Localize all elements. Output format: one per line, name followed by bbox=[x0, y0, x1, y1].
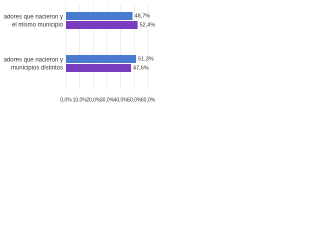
chart: 0,0% 10,0% 20,0% 30,0% 40,0% 50,0% 60,0% adores… bbox=[4, 4, 156, 103]
y-tick-label: el mismo municipio bbox=[12, 23, 64, 29]
y-tick-label: municipios distintos bbox=[11, 66, 63, 72]
bar bbox=[66, 55, 137, 63]
x-tick-label: 0,0% bbox=[60, 97, 72, 103]
y-tick-label: adores que nacieron y bbox=[4, 15, 63, 21]
value-label: 48,7% bbox=[135, 13, 151, 19]
x-tick-label: 40,0% bbox=[114, 97, 129, 103]
x-tick-label: 20,0% bbox=[86, 97, 101, 103]
y-tick-label: adores que nacieron y bbox=[4, 58, 63, 64]
x-tick-label: 10,0% bbox=[73, 97, 88, 103]
x-tick-label: 50,0% bbox=[127, 97, 142, 103]
bar bbox=[66, 21, 138, 29]
x-tick-label: 30,0% bbox=[100, 97, 115, 103]
value-label: 52,4% bbox=[140, 22, 156, 28]
value-label: 47,6% bbox=[133, 65, 149, 71]
value-label: 51,3% bbox=[138, 56, 154, 62]
x-tick-label: 60,0% bbox=[141, 97, 156, 103]
bar bbox=[66, 12, 133, 20]
bar bbox=[66, 64, 132, 72]
